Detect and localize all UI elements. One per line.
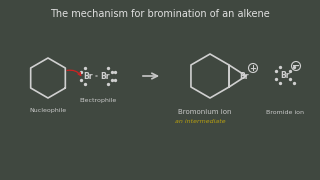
Text: an intermediate: an intermediate <box>175 118 225 123</box>
Text: Br: Br <box>280 71 290 80</box>
Text: Bromide ion: Bromide ion <box>266 109 304 114</box>
Text: Bromonium ion: Bromonium ion <box>178 109 232 115</box>
Text: Nucleophile: Nucleophile <box>29 107 67 112</box>
Text: Br: Br <box>83 71 93 80</box>
Text: +: + <box>250 64 257 73</box>
Text: Br: Br <box>239 71 249 80</box>
Text: Electrophile: Electrophile <box>79 98 116 102</box>
Text: Br: Br <box>100 71 110 80</box>
FancyArrowPatch shape <box>67 70 81 75</box>
Text: The mechanism for bromination of an alkene: The mechanism for bromination of an alke… <box>50 9 270 19</box>
Text: −: − <box>292 61 300 71</box>
